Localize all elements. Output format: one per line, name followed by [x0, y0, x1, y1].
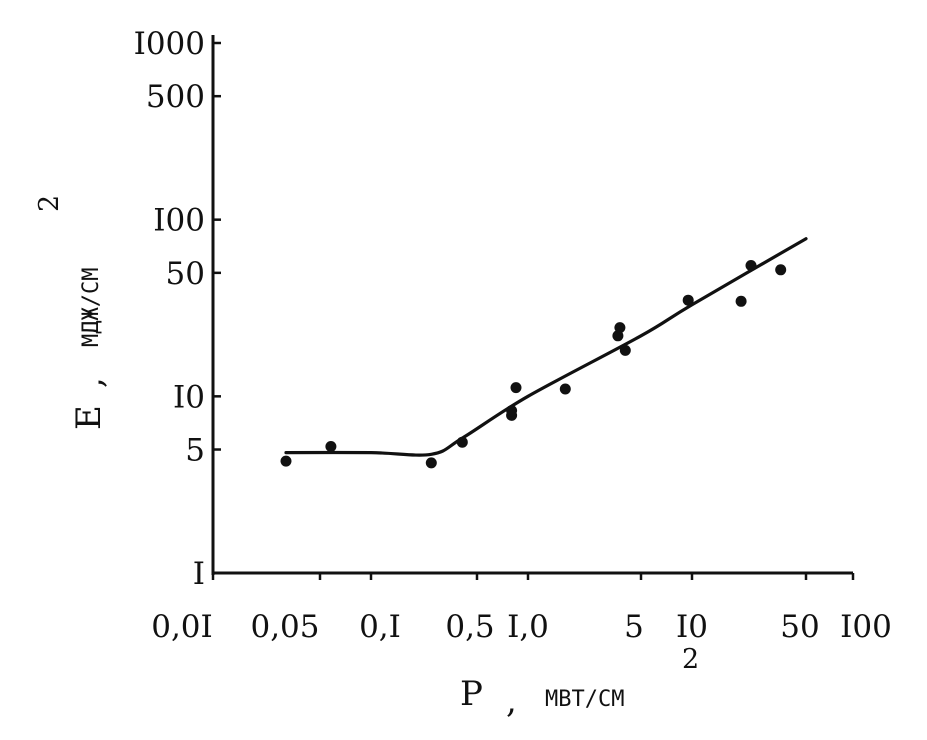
y-axis-symbol: E — [69, 405, 109, 430]
x-tick-label: 0,I — [359, 609, 401, 645]
x-tick-label: I0 — [676, 609, 708, 645]
x-axis-tick-labels: 0,0I 0,05 0,I 0,5 I,0 5 I0 50 I00 — [151, 609, 892, 645]
x-tick-label: 0,5 — [445, 609, 494, 645]
data-point — [619, 344, 631, 356]
data-point — [612, 330, 624, 342]
data-points — [280, 260, 787, 469]
x-axis-symbol: P — [460, 674, 483, 714]
x-tick-label: 50 — [780, 609, 819, 645]
data-point — [745, 260, 757, 271]
axes — [211, 35, 853, 575]
x-axis-unit: МВТ/СМ — [545, 687, 624, 712]
y-axis-tick-labels: I 5 I0 50 I00 500 I000 — [134, 26, 205, 592]
data-point — [456, 436, 468, 448]
data-point — [280, 455, 292, 467]
data-point — [559, 383, 571, 395]
data-point — [614, 322, 626, 334]
y-tick-label: I00 — [153, 203, 205, 239]
y-tick-label: I0 — [173, 379, 205, 415]
y-tick-label: I000 — [134, 26, 205, 62]
y-tick-label: 500 — [146, 79, 205, 115]
y-axis-unit: МДЖ/СМ — [79, 268, 104, 347]
x-tick-label: I00 — [840, 609, 892, 645]
y-tick-label: 50 — [166, 256, 205, 292]
data-point — [325, 441, 337, 452]
y-tick-label: 5 — [185, 433, 205, 469]
x-axis-title: P , МВТ/СМ 2 — [460, 644, 699, 721]
y-axis-unit-superscript: 2 — [34, 195, 65, 212]
x-axis-sep: , — [506, 681, 517, 721]
y-axis-ticks — [213, 41, 221, 575]
data-point — [510, 382, 522, 394]
data-point — [775, 264, 787, 276]
x-tick-label: I,0 — [507, 609, 549, 645]
y-axis-title: E , МДЖ/СМ 2 — [34, 195, 111, 430]
y-axis-sep: , — [71, 377, 111, 388]
x-tick-label: 5 — [624, 609, 644, 645]
y-tick-label: I — [193, 556, 205, 592]
data-point — [506, 405, 518, 417]
data-point — [425, 457, 437, 469]
fit-line-group — [284, 237, 808, 457]
data-point — [682, 294, 694, 306]
x-axis-unit-superscript: 2 — [682, 644, 699, 675]
data-point — [735, 295, 747, 307]
x-tick-label: 0,0I — [151, 609, 213, 645]
fit-line — [284, 237, 808, 457]
x-tick-label: 0,05 — [250, 609, 319, 645]
